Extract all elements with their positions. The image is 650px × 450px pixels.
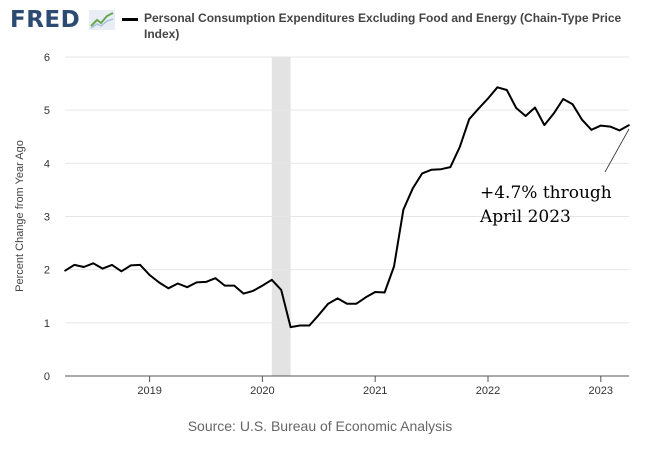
data-point — [468, 118, 471, 120]
legend-swatch — [122, 18, 138, 21]
data-point — [92, 262, 94, 265]
data-point — [402, 208, 405, 211]
y-tick-label: 5 — [44, 105, 50, 117]
x-tick-label: 2023 — [589, 385, 613, 397]
data-point — [318, 314, 320, 316]
y-tick-label: 6 — [44, 52, 50, 64]
data-point — [224, 284, 226, 287]
line-layer — [64, 86, 630, 329]
data-point — [581, 118, 583, 121]
data-point — [421, 172, 424, 175]
data-point — [496, 86, 499, 89]
axis-layer: 0 1 2 3 4 5 6 2019 2020 2021 2022 2023 — [44, 52, 629, 397]
data-point — [506, 89, 508, 91]
x-tick-label: 2019 — [137, 385, 161, 397]
y-tick-label: 4 — [44, 158, 50, 170]
data-point — [449, 166, 452, 168]
data-point — [280, 289, 283, 291]
data-point — [365, 296, 367, 299]
data-point — [590, 129, 593, 131]
y-tick-label: 0 — [44, 371, 50, 383]
data-point — [459, 146, 461, 148]
line-chart: 0 1 2 3 4 5 6 2019 2020 2021 2022 2023 Percent Chan… — [14, 52, 630, 397]
data-point — [205, 281, 207, 283]
data-point — [346, 302, 348, 305]
annotation-pointer — [604, 128, 630, 173]
data-point — [271, 279, 273, 281]
data-point — [177, 282, 179, 285]
data-point — [327, 302, 330, 305]
data-point — [158, 281, 160, 284]
data-point — [73, 264, 76, 266]
data-point — [252, 290, 254, 292]
y-tick-label: 2 — [44, 265, 50, 277]
data-point — [609, 125, 611, 128]
data-point — [383, 291, 386, 294]
data-point — [83, 266, 85, 268]
data-point — [111, 264, 113, 266]
annotation-line-2: April 2023 — [479, 207, 571, 227]
data-point — [64, 269, 66, 272]
annotation-line-1: +4.7% through — [480, 183, 612, 203]
data-point — [412, 187, 414, 190]
data-point — [430, 168, 433, 171]
data-point — [374, 291, 377, 293]
data-point — [148, 274, 151, 276]
data-point — [534, 106, 536, 109]
data-point — [524, 115, 527, 117]
data-point — [130, 264, 132, 267]
data-point — [600, 124, 602, 127]
data-point — [167, 287, 170, 290]
x-tick-label: 2020 — [250, 385, 274, 397]
data-point — [618, 129, 621, 132]
data-point — [628, 124, 630, 126]
data-point — [336, 297, 339, 300]
data-point — [289, 326, 292, 328]
source-note: Source: U.S. Bureau of Economic Analysis — [187, 418, 453, 434]
data-point — [562, 98, 564, 100]
y-tick-label: 3 — [44, 212, 50, 224]
data-point — [101, 267, 104, 270]
fred-logo[interactable]: FRED — [10, 6, 120, 36]
data-point — [477, 107, 480, 110]
x-tick-label: 2022 — [476, 385, 500, 397]
data-point — [553, 112, 555, 115]
data-point — [233, 284, 235, 287]
data-point — [487, 97, 489, 100]
data-point — [242, 292, 245, 295]
data-point — [261, 284, 264, 287]
data-point — [571, 103, 574, 106]
data-point — [393, 265, 395, 268]
data-point — [186, 286, 188, 289]
legend-label: Personal Consumption Expenditures Exclud… — [144, 11, 622, 41]
y-axis-label: Percent Change from Year Ago — [14, 140, 26, 292]
data-point — [214, 277, 217, 280]
grid-layer — [65, 56, 629, 324]
data-point — [139, 264, 141, 266]
data-point — [543, 124, 546, 126]
data-point — [299, 324, 301, 327]
data-point — [515, 107, 517, 109]
x-tick-label: 2021 — [363, 385, 387, 397]
line-chart-icon — [89, 10, 115, 30]
data-point — [440, 168, 442, 170]
logo-text: FRED — [10, 7, 81, 33]
data-point — [308, 324, 311, 327]
data-point — [195, 281, 198, 284]
data-point — [120, 270, 123, 273]
data-point — [355, 302, 358, 305]
y-tick-label: 1 — [44, 318, 50, 330]
